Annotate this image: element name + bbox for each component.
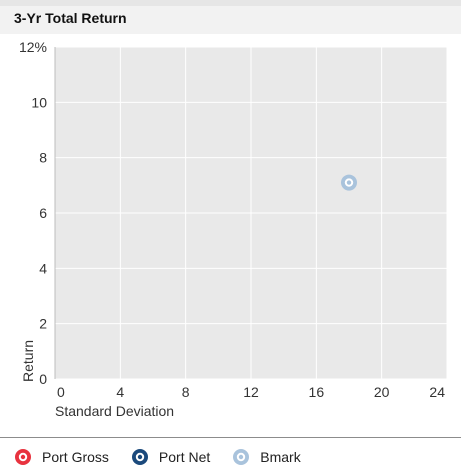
x-tick-label: 24 [429, 384, 445, 400]
x-tick-label: 16 [309, 384, 325, 400]
y-axis-label: Return [20, 340, 36, 382]
legend-marker-icon [15, 449, 31, 465]
legend-label: Port Net [158, 449, 211, 465]
legend-item: Port Gross [14, 448, 109, 466]
y-tick-label: 10 [31, 94, 47, 110]
legend-label: Port Gross [42, 449, 109, 465]
x-axis-label: Standard Deviation [55, 403, 174, 419]
chart-title: 3-Yr Total Return [14, 10, 127, 26]
legend-divider [0, 437, 461, 438]
x-tick-label: 0 [57, 384, 65, 400]
legend-marker-icon [131, 449, 148, 465]
legend-label: Bmark [260, 449, 301, 465]
y-tick-label: 0 [39, 371, 47, 387]
y-tick-label: 6 [39, 205, 47, 221]
y-tick-label: 12% [19, 39, 47, 55]
y-tick-label: 8 [39, 150, 47, 166]
chart-legend: Port Gross Port Net Bmark [14, 448, 323, 466]
x-tick-label: 4 [116, 384, 124, 400]
y-tick-label: 2 [39, 316, 47, 332]
x-tick-label: 20 [374, 384, 390, 400]
x-tick-label: 12 [243, 384, 259, 400]
data-point-center [346, 180, 352, 185]
chart-header [0, 0, 461, 34]
legend-item: Bmark [232, 448, 301, 466]
x-tick-label: 8 [182, 384, 190, 400]
y-tick-label: 4 [39, 260, 47, 276]
legend-item: Port Net [131, 448, 210, 466]
legend-marker-icon [233, 449, 250, 465]
